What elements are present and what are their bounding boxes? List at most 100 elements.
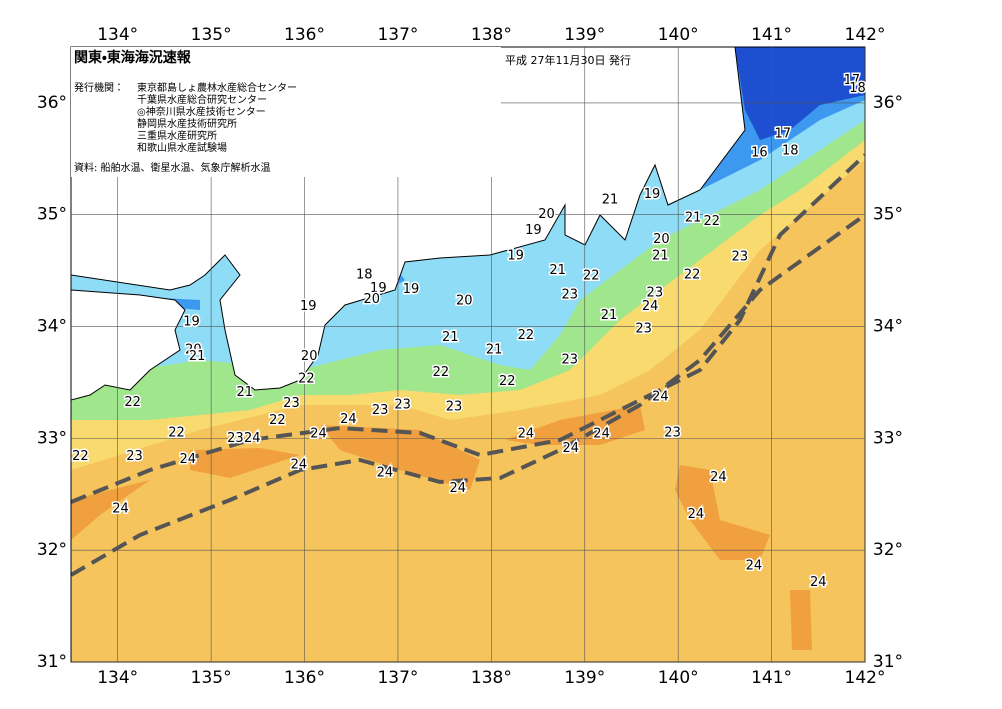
contour-label: 22 [583,269,600,284]
contour-label: 23 [446,400,463,415]
contour-label: 24 [593,426,610,441]
issuer: 千葉県水産総合研究センター [137,93,267,106]
lon-tick-label-bottom: 140° [658,668,699,688]
title: 関東・東海海況速報 [74,49,192,66]
contour-label: 24 [449,481,466,496]
contour-label: 23 [372,403,389,418]
contour-label: 24 [291,458,308,473]
lat-tick-label-right: 32° [873,540,903,560]
lat-tick-label-right: 33° [873,428,903,448]
lat-tick-label-right: 36° [873,93,903,113]
issuer: 東京都島しょ農林水産総合センター [137,81,297,94]
contour-label: 23 [664,425,681,440]
contour-label: 24 [179,452,196,467]
contour-label: 23 [562,353,579,368]
contour-label: 16 [751,146,768,161]
contour-label: 17 [844,73,861,88]
contour-label: 22 [298,372,315,387]
lon-tick-label-bottom: 136° [284,668,325,688]
contour-label: 21 [652,249,669,264]
lat-tick-label-left: 35° [37,205,67,225]
contour-label: 19 [644,187,661,202]
contour-label: 22 [124,395,141,410]
lat-tick-label-left: 31° [37,652,67,672]
contour-label: 24 [710,470,727,485]
contour-label: 24 [244,431,261,446]
contour-label: 22 [168,425,185,440]
contour-label: 21 [602,193,619,208]
current-axis-inner [71,153,865,504]
contour-label: 22 [684,268,701,283]
contour-label: 22 [269,413,286,428]
contour-label: 23 [647,286,664,301]
lon-tick-label-bottom: 134° [97,668,138,688]
contour-label: 24 [518,426,535,441]
issuer: 三重県水産研究所 [137,129,217,142]
contour-label: 24 [340,412,357,427]
contour-label: 18 [356,268,373,283]
contour-label: 21 [601,308,618,323]
lat-tick-label-right: 35° [873,205,903,225]
source: 資料: 船舶水温、衛星水温、気象庁解析水温 [74,161,271,174]
issuer-label: 発行機関： [74,81,124,94]
contour-label: 23 [732,250,749,265]
contour-label: 22 [499,374,516,389]
contour-label: 19 [403,282,420,297]
lon-tick-label-bottom: 141° [751,668,792,688]
header-panel [71,47,501,177]
lon-tick-label-top: 140° [658,25,699,45]
issuer: 静岡県水産技術研究所 [137,117,237,130]
contour-label: 18 [782,143,799,158]
lat-tick-label-left: 32° [37,540,67,560]
lat-tick-label-left: 34° [37,317,67,337]
contour-label: 23 [394,397,411,412]
lat-tick-label-left: 33° [37,428,67,448]
contour-label: 23 [562,288,579,303]
issuer-list: 東京都島しょ農林水産総合センター千葉県水産総合研究センター◎神奈川県水産技術セン… [137,81,297,154]
lon-tick-label-top: 141° [751,25,792,45]
contour-label: 20 [653,232,670,247]
lon-tick-label-top: 138° [471,25,512,45]
contour-label: 21 [685,211,702,226]
lon-tick-label-bottom: 137° [377,668,418,688]
lon-tick-label-top: 134° [97,25,138,45]
contour-label: 24 [642,299,659,314]
contour-label: 19 [300,299,317,314]
graticule: 134° 134° 135° 135° 136° 136° 137° 137° 138° 138°… [37,25,903,688]
contour-label: 22 [704,214,721,229]
issuer: ◎神奈川県水産技術センター [137,105,266,118]
contour-label: 24 [746,558,763,573]
contour-label: 21 [549,263,566,278]
contour-label: 20 [364,292,381,307]
contour-label: 19 [370,281,387,296]
lon-tick-label-bottom: 138° [471,668,512,688]
contour-label: 19 [507,249,524,264]
contour-label: 23 [635,321,652,336]
lat-tick-label-left: 36° [37,93,67,113]
contour-label: 19 [183,315,200,330]
contour-label: 21 [486,343,503,358]
lon-tick-label-bottom: 142° [845,668,886,688]
contour-label: 21 [189,349,206,364]
issuer: 和歌山県水産試験場 [137,141,227,154]
lon-tick-label-top: 142° [845,25,886,45]
contour-label: 23 [126,449,143,464]
lat-tick-label-right: 34° [873,317,903,337]
contour-label: 20 [185,343,202,358]
issue-date: 平成 27年11月30日 発行 [505,53,631,67]
contour-label: 19 [525,223,542,238]
contour-label: 24 [310,426,327,441]
current-axis-outer [71,213,865,577]
contour-label: 22 [433,365,450,380]
contour-label: 21 [442,330,459,345]
lon-tick-label-top: 135° [191,25,232,45]
contour-label: 20 [456,293,473,308]
lon-tick-label-bottom: 135° [191,668,232,688]
contour-label: 23 [227,431,244,446]
contour-label: 22 [518,328,535,343]
lon-tick-label-bottom: 139° [564,668,605,688]
land-shikoku [71,289,186,401]
lon-tick-label-top: 137° [377,25,418,45]
lat-tick-label-right: 31° [873,652,903,672]
